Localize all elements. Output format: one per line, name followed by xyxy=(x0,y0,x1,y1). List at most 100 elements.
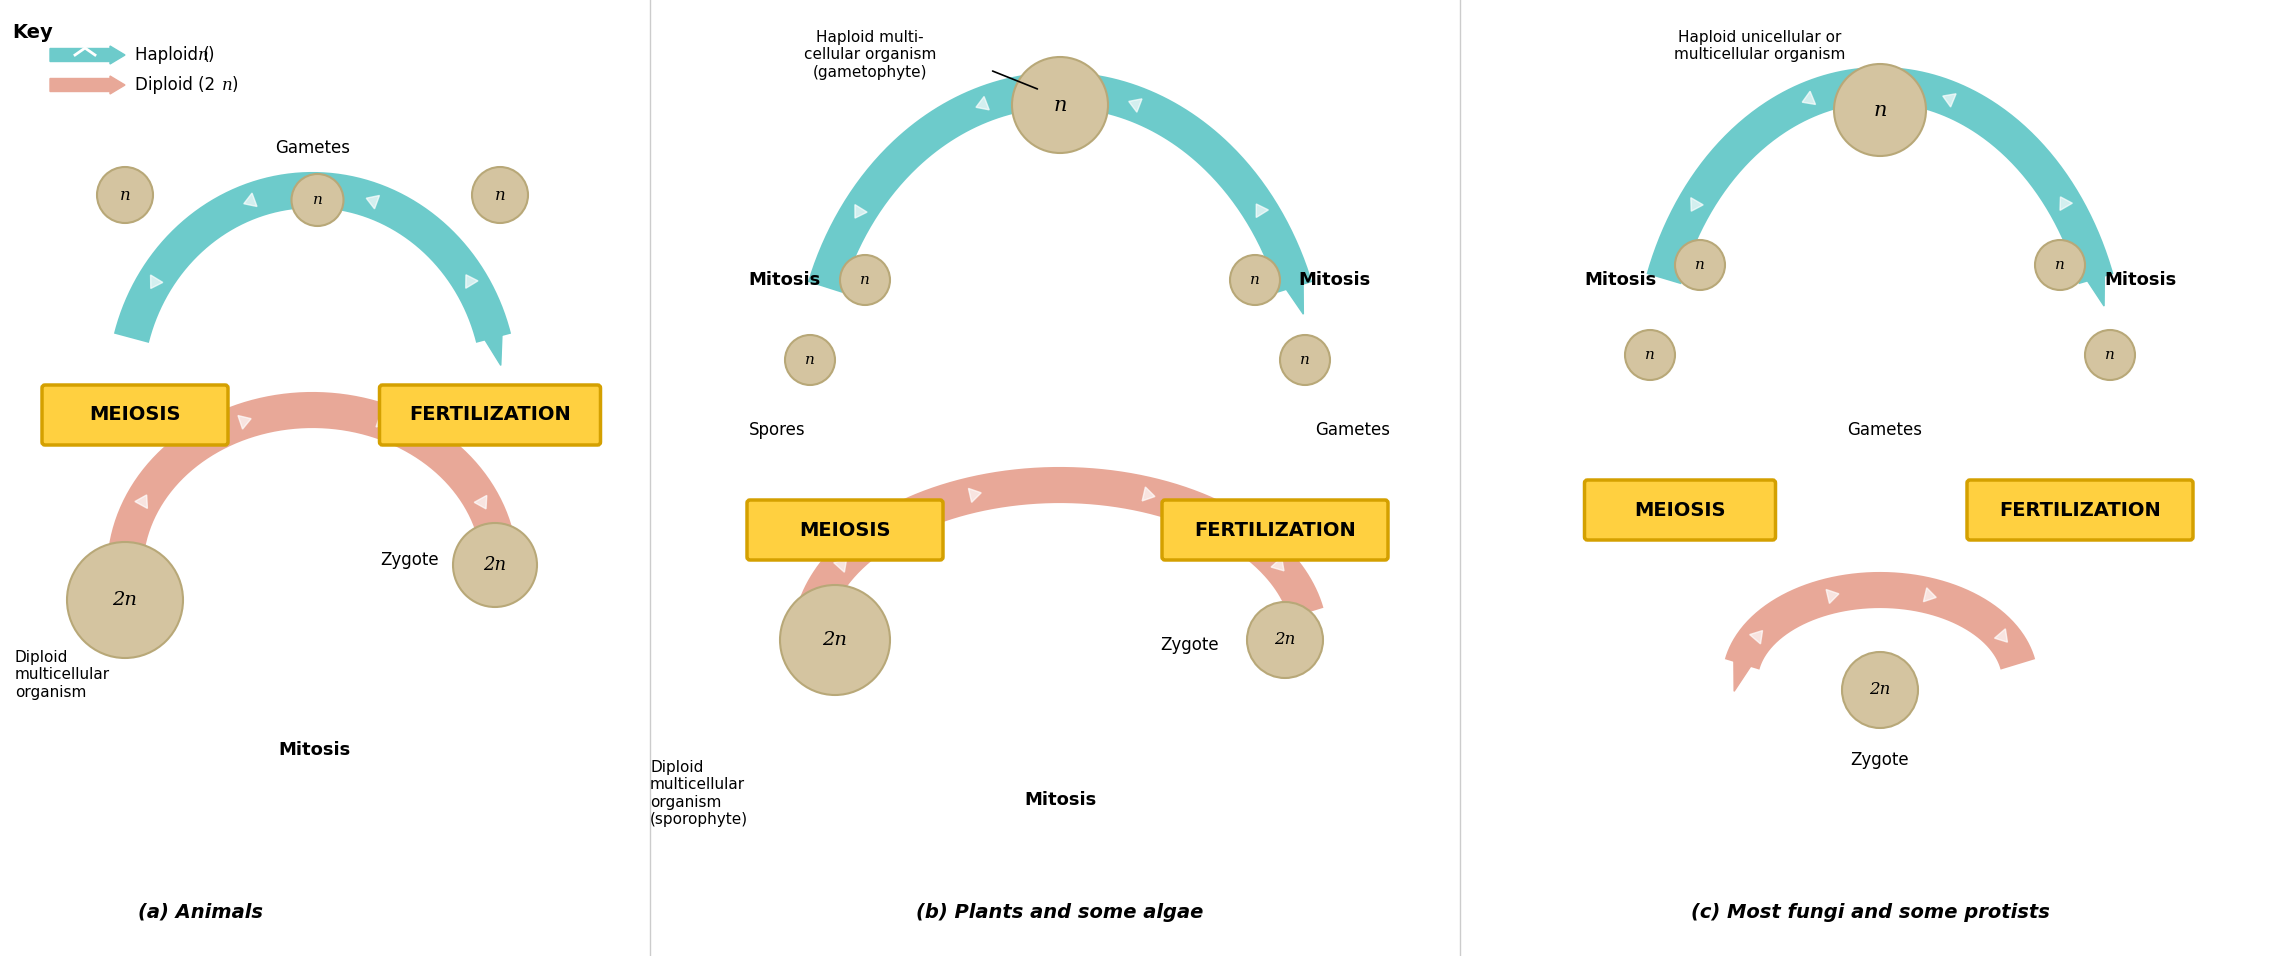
Text: Zygote: Zygote xyxy=(380,551,439,569)
Circle shape xyxy=(2086,330,2136,380)
Text: n: n xyxy=(119,186,130,204)
Polygon shape xyxy=(1825,590,1839,603)
Text: ): ) xyxy=(208,46,215,64)
Circle shape xyxy=(453,523,537,607)
Text: Mitosis: Mitosis xyxy=(2104,271,2177,289)
Text: n: n xyxy=(1644,348,1656,362)
Text: Diploid
multicellular
organism
(sporophyte): Diploid multicellular organism (sporophy… xyxy=(650,760,748,827)
Circle shape xyxy=(1674,240,1724,290)
Polygon shape xyxy=(2061,197,2072,210)
Circle shape xyxy=(780,585,890,695)
Polygon shape xyxy=(805,591,832,640)
Polygon shape xyxy=(1256,204,1269,217)
Text: Haploid unicellular or
multicellular organism: Haploid unicellular or multicellular org… xyxy=(1674,30,1846,62)
Polygon shape xyxy=(375,413,389,427)
Circle shape xyxy=(1834,64,1926,156)
Text: MEIOSIS: MEIOSIS xyxy=(798,520,890,539)
Polygon shape xyxy=(245,193,256,206)
Text: (c) Most fungi and some protists: (c) Most fungi and some protists xyxy=(1690,902,2049,922)
Circle shape xyxy=(784,335,835,385)
Text: n: n xyxy=(1299,353,1310,367)
Text: Gametes: Gametes xyxy=(1315,421,1390,439)
Text: n: n xyxy=(494,186,505,204)
Text: Gametes: Gametes xyxy=(274,139,350,157)
Text: 2n: 2n xyxy=(1868,682,1891,699)
Circle shape xyxy=(1281,335,1331,385)
Polygon shape xyxy=(835,559,846,573)
Polygon shape xyxy=(977,97,990,110)
Text: FERTILIZATION: FERTILIZATION xyxy=(409,405,572,424)
Polygon shape xyxy=(473,495,487,509)
Text: Mitosis: Mitosis xyxy=(1299,271,1372,289)
Text: 2n: 2n xyxy=(112,591,137,609)
Circle shape xyxy=(66,542,183,658)
Polygon shape xyxy=(855,205,867,218)
Polygon shape xyxy=(1994,629,2008,642)
Polygon shape xyxy=(366,195,380,208)
Text: Gametes: Gametes xyxy=(1848,421,1923,439)
Text: n: n xyxy=(1873,100,1887,120)
Text: n: n xyxy=(860,273,869,287)
Text: Haploid (: Haploid ( xyxy=(135,46,210,64)
Text: Haploid multi-
cellular organism
(gametophyte): Haploid multi- cellular organism (gameto… xyxy=(803,30,935,79)
Circle shape xyxy=(290,174,343,226)
Text: Diploid (2: Diploid (2 xyxy=(135,76,215,94)
Circle shape xyxy=(1013,57,1107,153)
Text: (b) Plants and some algae: (b) Plants and some algae xyxy=(917,902,1203,922)
Text: Key: Key xyxy=(11,23,53,41)
Circle shape xyxy=(2035,240,2086,290)
Text: n: n xyxy=(199,47,208,63)
Polygon shape xyxy=(1802,91,1816,104)
Text: n: n xyxy=(222,76,233,94)
FancyBboxPatch shape xyxy=(748,500,942,560)
Circle shape xyxy=(1230,255,1281,305)
Text: n: n xyxy=(1695,258,1704,272)
FancyBboxPatch shape xyxy=(1162,500,1388,560)
Text: Mitosis: Mitosis xyxy=(748,271,821,289)
Text: FERTILIZATION: FERTILIZATION xyxy=(1999,501,2161,519)
Text: Spores: Spores xyxy=(748,421,805,439)
FancyBboxPatch shape xyxy=(1585,480,1775,540)
FancyBboxPatch shape xyxy=(41,385,229,445)
Polygon shape xyxy=(2077,257,2104,306)
Text: n: n xyxy=(2056,258,2065,272)
Text: FERTILIZATION: FERTILIZATION xyxy=(1194,520,1356,539)
Text: n: n xyxy=(1251,273,1260,287)
FancyBboxPatch shape xyxy=(380,385,601,445)
Polygon shape xyxy=(114,535,142,584)
Circle shape xyxy=(1246,602,1322,678)
Circle shape xyxy=(471,167,528,223)
FancyArrow shape xyxy=(50,46,126,64)
Polygon shape xyxy=(1690,198,1704,211)
Polygon shape xyxy=(1923,588,1937,601)
Polygon shape xyxy=(238,416,252,429)
Circle shape xyxy=(1841,652,1919,728)
Text: Zygote: Zygote xyxy=(1160,636,1219,654)
Circle shape xyxy=(1626,330,1674,380)
Polygon shape xyxy=(1276,265,1304,315)
Text: (a) Animals: (a) Animals xyxy=(137,902,263,922)
Text: n: n xyxy=(2104,348,2115,362)
Polygon shape xyxy=(1734,642,1761,691)
Text: n: n xyxy=(1054,96,1066,115)
Polygon shape xyxy=(1141,487,1155,501)
Text: n: n xyxy=(313,193,322,207)
Circle shape xyxy=(839,255,890,305)
FancyBboxPatch shape xyxy=(1967,480,2193,540)
Text: Mitosis: Mitosis xyxy=(279,741,352,759)
Polygon shape xyxy=(476,316,503,365)
Text: Mitosis: Mitosis xyxy=(1585,271,1656,289)
Polygon shape xyxy=(151,275,162,289)
FancyArrow shape xyxy=(50,76,126,94)
Text: Mitosis: Mitosis xyxy=(1025,791,1095,809)
Text: 2n: 2n xyxy=(823,631,848,649)
Circle shape xyxy=(96,167,153,223)
Text: Zygote: Zygote xyxy=(1850,751,1910,769)
Polygon shape xyxy=(1130,98,1141,112)
Text: MEIOSIS: MEIOSIS xyxy=(1635,501,1727,519)
Text: n: n xyxy=(805,353,814,367)
Text: MEIOSIS: MEIOSIS xyxy=(89,405,181,424)
Polygon shape xyxy=(967,489,981,502)
Text: ): ) xyxy=(231,76,238,94)
Text: Diploid
multicellular
organism: Diploid multicellular organism xyxy=(16,650,110,700)
